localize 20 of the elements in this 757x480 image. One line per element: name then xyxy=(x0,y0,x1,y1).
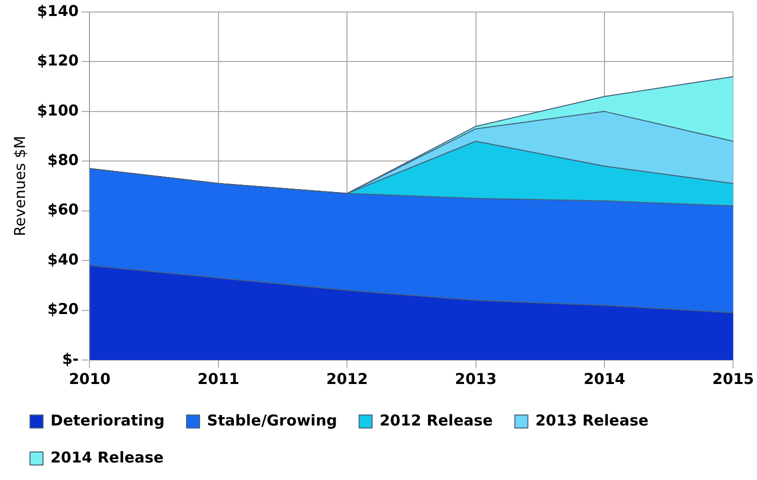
y-tick-label: $20 xyxy=(47,300,79,318)
y-tick-label: $120 xyxy=(37,52,79,70)
x-tick-label: 2010 xyxy=(68,370,111,388)
legend-label: 2012 Release xyxy=(380,411,493,430)
x-tick-label: 2011 xyxy=(198,370,240,388)
y-tick-label: $60 xyxy=(47,200,79,219)
x-tick-label: 2014 xyxy=(584,370,626,388)
legend-label: Deteriorating xyxy=(50,411,165,430)
y-tick-label: $40 xyxy=(47,250,79,268)
y-axis-title: Revenues $M xyxy=(10,136,29,236)
y-tick-label: $100 xyxy=(37,101,79,120)
legend-label: Stable/Growing xyxy=(207,411,338,430)
legend-label: 2013 Release xyxy=(535,411,649,430)
y-tick-label: $80 xyxy=(47,151,79,170)
y-tick-label: $140 xyxy=(37,2,79,20)
legend-label: 2014 Release xyxy=(50,448,164,466)
y-tick-label: $- xyxy=(62,350,79,368)
x-tick-label: 2015 xyxy=(712,370,754,388)
x-tick-label: 2013 xyxy=(454,370,497,388)
x-tick-label: 2012 xyxy=(326,370,368,388)
